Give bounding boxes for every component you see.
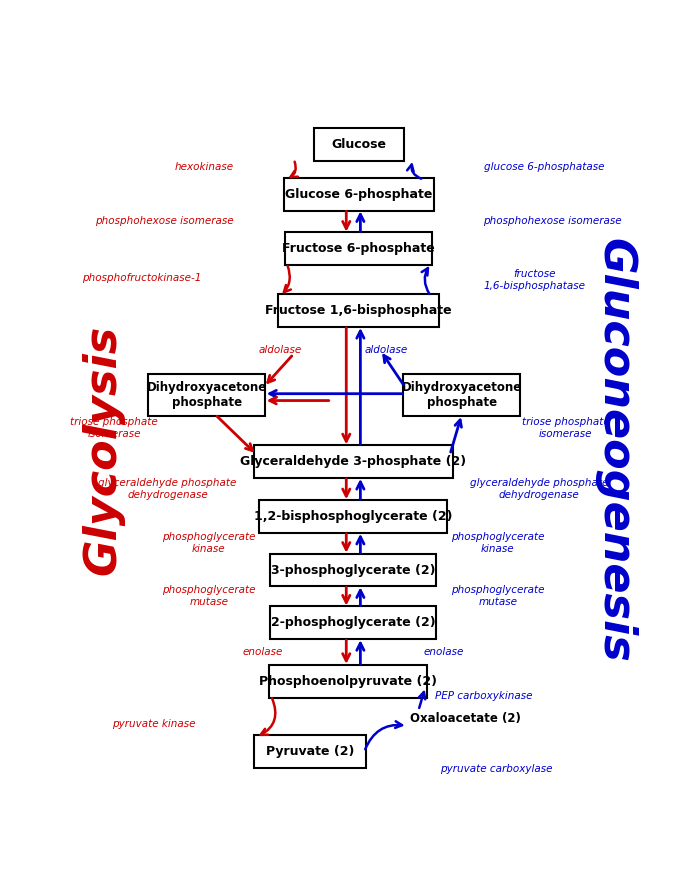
Text: phosphohexose isomerase: phosphohexose isomerase [484,217,622,226]
FancyBboxPatch shape [269,665,427,698]
Text: phosphoglycerate
mutase: phosphoglycerate mutase [451,585,545,607]
Text: pyruvate carboxylase: pyruvate carboxylase [440,764,552,774]
Text: enolase: enolase [242,647,283,657]
Text: phosphoglycerate
mutase: phosphoglycerate mutase [162,585,256,607]
Text: Pyruvate (2): Pyruvate (2) [266,746,354,758]
FancyBboxPatch shape [254,446,453,478]
Text: glyceraldehyde phosphate
dehydrogenase: glyceraldehyde phosphate dehydrogenase [470,478,608,500]
Text: Gluconeogenesis: Gluconeogenesis [594,238,636,662]
Text: Dihydroxyacetone
phosphate: Dihydroxyacetone phosphate [402,381,522,409]
FancyBboxPatch shape [260,500,447,533]
Text: Fructose 6-phosphate: Fructose 6-phosphate [282,242,435,256]
Text: Oxaloacetate (2): Oxaloacetate (2) [410,713,522,725]
Text: aldolase: aldolase [258,346,302,356]
Text: phosphofructokinase-1: phosphofructokinase-1 [82,274,202,283]
Text: pyruvate kinase: pyruvate kinase [113,719,196,730]
Text: 3-phosphoglycerate (2): 3-phosphoglycerate (2) [271,563,435,576]
Text: PEP carboxykinase: PEP carboxykinase [435,691,532,700]
Text: glyceraldehyde phosphate
dehydrogenase: glyceraldehyde phosphate dehydrogenase [98,478,237,500]
Text: Phosphoenolpyruvate (2): Phosphoenolpyruvate (2) [259,674,437,688]
Text: Glyceraldehyde 3-phosphate (2): Glyceraldehyde 3-phosphate (2) [240,455,466,468]
FancyBboxPatch shape [279,294,439,327]
Text: hexokinase: hexokinase [175,162,234,172]
FancyBboxPatch shape [148,374,265,416]
Text: glucose 6-phosphatase: glucose 6-phosphatase [484,162,604,172]
Text: Fructose 1,6-bisphosphate: Fructose 1,6-bisphosphate [265,304,452,317]
Text: fructose
1,6-bisphosphatase: fructose 1,6-bisphosphatase [484,269,585,290]
Text: phosphohexose isomerase: phosphohexose isomerase [95,217,234,226]
FancyBboxPatch shape [284,177,433,210]
Text: enolase: enolase [424,647,464,657]
Text: Glucose: Glucose [331,138,386,151]
Text: phosphoglycerate
kinase: phosphoglycerate kinase [162,533,256,554]
FancyBboxPatch shape [270,607,436,640]
FancyBboxPatch shape [403,374,520,416]
Text: 1,2-bisphosphoglycerate (2): 1,2-bisphosphoglycerate (2) [254,510,453,523]
Text: Glycolysis: Glycolysis [81,325,124,575]
Text: triose phosphate
isomerase: triose phosphate isomerase [522,417,609,438]
Text: phosphoglycerate
kinase: phosphoglycerate kinase [451,533,545,554]
FancyBboxPatch shape [314,128,404,161]
Text: 2-phosphoglycerate (2): 2-phosphoglycerate (2) [271,617,435,629]
FancyBboxPatch shape [270,553,436,586]
FancyBboxPatch shape [285,233,433,266]
FancyBboxPatch shape [254,735,366,768]
Text: Glucose 6-phosphate: Glucose 6-phosphate [285,187,433,200]
Text: aldolase: aldolase [364,346,407,356]
Text: triose phosphate
isomerase: triose phosphate isomerase [70,417,158,438]
Text: Dihydroxyacetone
phosphate: Dihydroxyacetone phosphate [147,381,267,409]
